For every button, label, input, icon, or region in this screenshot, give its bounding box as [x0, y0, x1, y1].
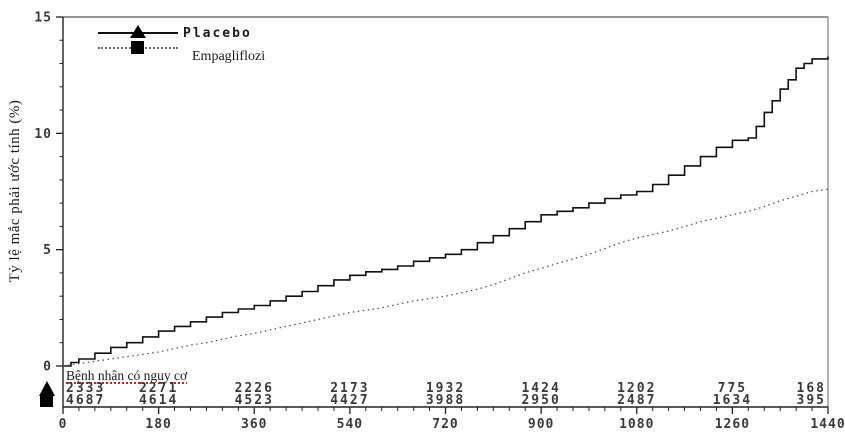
- x-axis-tick-label: 180: [145, 417, 171, 432]
- legend-label-empagliflozin: Empagliflozi: [192, 49, 266, 64]
- risk-count: 2333: [66, 381, 106, 396]
- risk-row-triangle-icon: [39, 381, 55, 396]
- y-axis-tick-label: 15: [34, 11, 52, 26]
- risk-count: 1424: [521, 381, 561, 396]
- empagliflozin-curve: [62, 188, 829, 367]
- risk-count: 3988: [425, 393, 466, 408]
- risk-count: 4427: [330, 393, 370, 408]
- risk-count: 395: [796, 393, 826, 408]
- x-axis-tick-label: 1440: [810, 417, 845, 432]
- risk-count: 2950: [521, 393, 561, 408]
- risk-count: 2173: [330, 381, 370, 396]
- x-axis-tick-label: 360: [241, 417, 267, 432]
- risk-count: 168: [796, 381, 826, 396]
- risk-count: 1932: [425, 381, 466, 396]
- y-axis-tick-label: 5: [43, 243, 52, 258]
- y-axis-tick-label: 0: [43, 360, 52, 375]
- x-axis-tick-label: 540: [337, 417, 363, 432]
- triangle-marker-icon: [130, 25, 146, 38]
- risk-count: 2271: [138, 381, 179, 396]
- risk-row-square-icon: [40, 394, 53, 407]
- risk-count: 4614: [138, 393, 179, 408]
- risk-count: 2226: [234, 381, 274, 396]
- risk-count: 1202: [617, 381, 657, 396]
- x-axis-tick-label: 900: [528, 417, 554, 432]
- square-marker-icon: [131, 41, 144, 54]
- risk-count: 4523: [234, 393, 274, 408]
- placebo-curve: [63, 56, 829, 367]
- legend-label-placebo: Placebo: [183, 26, 252, 41]
- risk-count: 775: [717, 381, 748, 396]
- x-axis-tick-label: 720: [432, 417, 458, 432]
- risk-count: 4687: [66, 393, 106, 408]
- x-axis-tick-label: 1080: [619, 417, 654, 432]
- risk-table-header: Bệnh nhân có nguy cơ: [66, 368, 188, 383]
- x-axis-tick-label: 1260: [715, 417, 750, 432]
- risk-count: 1634: [712, 393, 753, 408]
- risk-count: 2487: [617, 393, 657, 408]
- y-axis-tick-label: 10: [34, 127, 52, 142]
- x-axis-tick-label: 0: [59, 417, 68, 432]
